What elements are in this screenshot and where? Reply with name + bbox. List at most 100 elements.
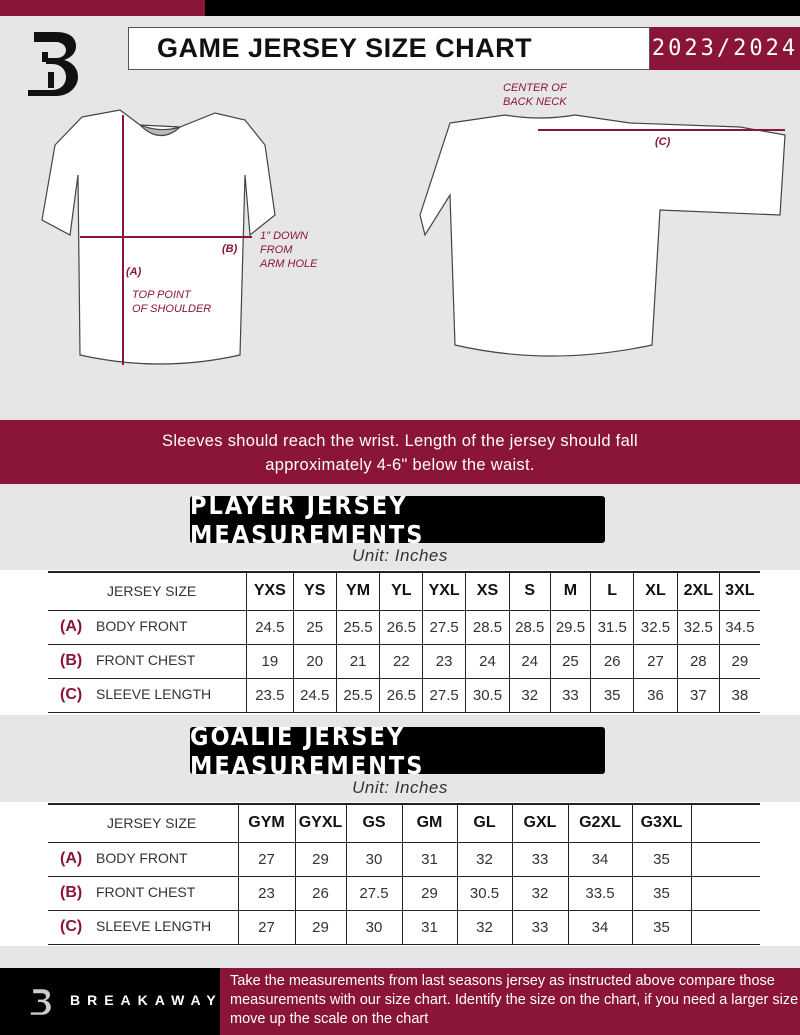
measurement-value: 32.5 bbox=[633, 610, 678, 644]
measurement-value: 32 bbox=[456, 842, 512, 876]
measurement-value: 29 bbox=[294, 910, 346, 944]
player-measurements-table: JERSEY SIZE YXS YS YM YL YXL XS S M L XL 2XL 3XL (A)… bbox=[48, 571, 760, 713]
table-row: (C) SLEEVE LENGTH 23.5 24.5 25.5 26.5 27.5 30.5… bbox=[48, 678, 760, 712]
size-header: JERSEY SIZE bbox=[107, 815, 197, 832]
measurement-value: 29.5 bbox=[549, 610, 591, 644]
size-column-header: 3XL bbox=[718, 572, 760, 610]
shoulder-note: TOP POINT OF SHOULDER bbox=[132, 289, 212, 315]
measurement-value: 25.5 bbox=[335, 610, 380, 644]
measurement-value: 34 bbox=[567, 910, 632, 944]
size-column-header: GS bbox=[345, 804, 402, 842]
measurement-value: 24.5 bbox=[292, 678, 337, 712]
measurement-value: 19 bbox=[245, 644, 294, 678]
measurement-value: 28.5 bbox=[465, 610, 510, 644]
goalie-measurements-table: JERSEY SIZE GYM GYXL GS GM GL GXL G2XL G3XL (A) B… bbox=[48, 803, 760, 945]
size-column-header: GYM bbox=[237, 804, 295, 842]
table-header-row: JERSEY SIZE YXS YS YM YL YXL XS S M L XL 2XL 3XL bbox=[48, 572, 760, 610]
measurement-value: 32 bbox=[511, 876, 568, 910]
measurement-value: 33 bbox=[511, 910, 568, 944]
measurement-value bbox=[690, 910, 760, 944]
measurement-value: 35 bbox=[631, 842, 691, 876]
label-a: (A) bbox=[126, 266, 142, 278]
page-title: GAME JERSEY SIZE CHART bbox=[128, 27, 650, 70]
measurement-value: 31 bbox=[401, 842, 457, 876]
measurement-value: 31.5 bbox=[590, 610, 634, 644]
measurement-value: 31 bbox=[401, 910, 457, 944]
measurement-value: 27.5 bbox=[345, 876, 402, 910]
measurement-value: 26 bbox=[294, 876, 346, 910]
table-row: (A) BODY FRONT 27 29 30 31 32 33 34 35 bbox=[48, 842, 760, 876]
measurement-value: 33.5 bbox=[567, 876, 632, 910]
measurement-value: 25.5 bbox=[335, 678, 380, 712]
measurement-label: (C) SLEEVE LENGTH bbox=[48, 910, 238, 944]
measurement-letter: (A) bbox=[60, 850, 83, 867]
goalie-unit-label: Unit: Inches bbox=[352, 778, 448, 797]
measurement-value: 23 bbox=[237, 876, 295, 910]
measurement-value: 23 bbox=[422, 644, 466, 678]
measurement-value: 27 bbox=[237, 910, 295, 944]
measurement-value: 27 bbox=[633, 644, 678, 678]
top-accent-bar bbox=[0, 0, 205, 16]
size-column-header: XS bbox=[465, 572, 510, 610]
player-section-title: PLAYER JERSEY MEASUREMENTS bbox=[190, 491, 605, 549]
measurement-value: 36 bbox=[633, 678, 678, 712]
measurement-letter: (B) bbox=[60, 652, 83, 669]
breakaway-footer-logo-icon bbox=[30, 989, 51, 1015]
footer-instructions: Take the measurements from last seasons … bbox=[220, 968, 800, 1035]
measurement-letter: (C) bbox=[60, 918, 83, 935]
measurement-value: 22 bbox=[379, 644, 423, 678]
measurement-letter: (A) bbox=[60, 618, 83, 635]
top-black-bar bbox=[205, 0, 800, 16]
banner-line-2: approximately 4-6" below the waist. bbox=[265, 456, 535, 474]
size-column-header: XL bbox=[633, 572, 678, 610]
measurement-name: SLEEVE LENGTH bbox=[96, 686, 212, 702]
measurement-name: BODY FRONT bbox=[96, 850, 188, 866]
measurement-value: 27 bbox=[237, 842, 295, 876]
measurement-value: 26.5 bbox=[379, 610, 423, 644]
size-column-header: 2XL bbox=[676, 572, 720, 610]
measurement-value: 29 bbox=[294, 842, 346, 876]
chest-note: 1" DOWN FROM ARM HOLE bbox=[260, 230, 318, 270]
measurement-value: 24 bbox=[465, 644, 510, 678]
size-column-header: YXL bbox=[422, 572, 466, 610]
measurement-value: 26.5 bbox=[379, 678, 423, 712]
measurement-value: 29 bbox=[718, 644, 760, 678]
goalie-section-title: GOALIE JERSEY MEASUREMENTS bbox=[190, 722, 605, 780]
measurement-value: 30.5 bbox=[465, 678, 510, 712]
measurement-letter: (B) bbox=[60, 884, 83, 901]
measurement-value: 34.5 bbox=[718, 610, 760, 644]
size-column-header: GL bbox=[456, 804, 512, 842]
size-header: JERSEY SIZE bbox=[107, 583, 197, 600]
table-row: (B) FRONT CHEST 23 26 27.5 29 30.5 32 33.5 35 bbox=[48, 876, 760, 910]
measurement-value bbox=[690, 876, 760, 910]
measurement-value: 33 bbox=[511, 842, 568, 876]
measurement-value: 30 bbox=[345, 910, 402, 944]
table-row: (A) BODY FRONT 24.5 25 25.5 26.5 27.5 28.5 28.5 2… bbox=[48, 610, 760, 644]
size-column-header: YS bbox=[292, 572, 337, 610]
measurement-label: (B) FRONT CHEST bbox=[48, 876, 238, 910]
measurement-value: 28 bbox=[676, 644, 720, 678]
label-c: (C) bbox=[655, 136, 671, 148]
size-column-header: L bbox=[590, 572, 634, 610]
banner-line-1: Sleeves should reach the wrist. Length o… bbox=[162, 432, 638, 450]
measurement-value: 35 bbox=[631, 876, 691, 910]
measurement-value: 38 bbox=[718, 678, 760, 712]
measurement-value: 32 bbox=[456, 910, 512, 944]
back-neck-note: CENTER OF BACK NECK bbox=[503, 82, 567, 108]
size-column-header: S bbox=[508, 572, 551, 610]
measurement-name: FRONT CHEST bbox=[96, 652, 196, 668]
measurement-value: 27.5 bbox=[422, 610, 466, 644]
size-column-header: G3XL bbox=[631, 804, 691, 842]
measurement-value: 29 bbox=[401, 876, 457, 910]
measurement-value: 25 bbox=[292, 610, 337, 644]
size-column-header: GYXL bbox=[294, 804, 346, 842]
size-column-header: G2XL bbox=[567, 804, 632, 842]
measurement-value: 20 bbox=[292, 644, 337, 678]
measurement-value: 34 bbox=[567, 842, 632, 876]
measurement-value bbox=[690, 842, 760, 876]
measurement-value: 30 bbox=[345, 842, 402, 876]
measurement-value: 25 bbox=[549, 644, 591, 678]
measurement-name: BODY FRONT bbox=[96, 618, 188, 634]
measurement-value: 26 bbox=[590, 644, 634, 678]
player-unit-label: Unit: Inches bbox=[352, 546, 448, 565]
